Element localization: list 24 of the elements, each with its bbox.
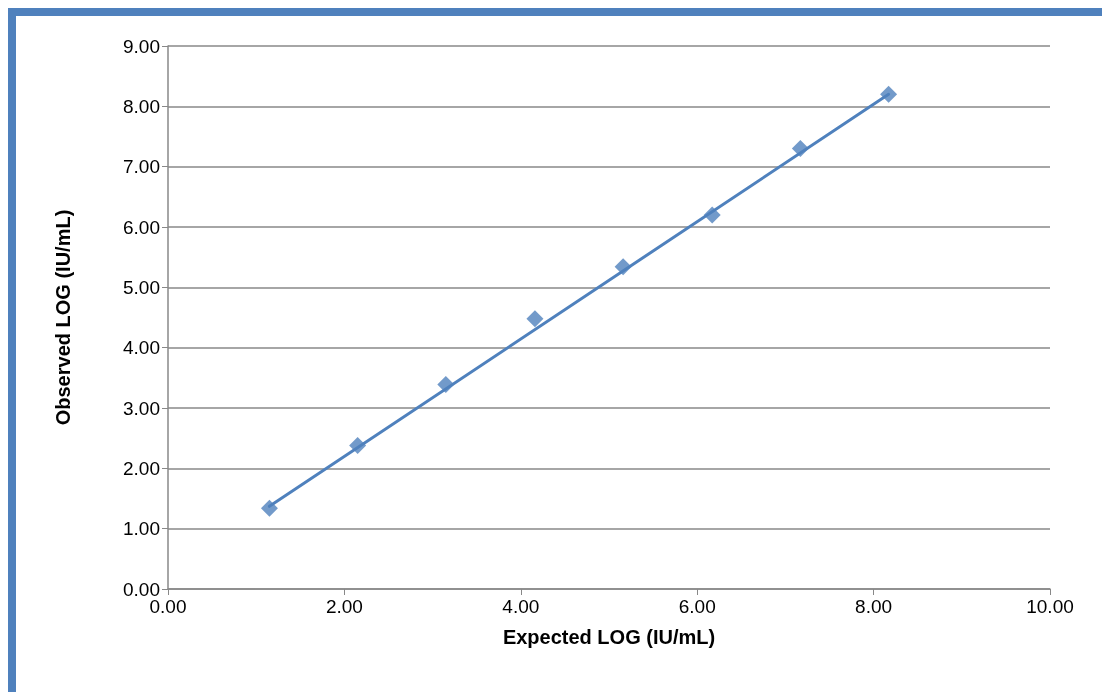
point: [614, 258, 632, 276]
x-axis-title: Expected LOG (IU/mL): [502, 626, 716, 648]
y-tick-label: 3.00: [123, 397, 160, 419]
x-tick-label: 8.00: [855, 596, 893, 617]
y-tick-label: 2.00: [123, 457, 160, 479]
x-tick-label: 4.00: [502, 596, 540, 617]
x-tick-label: 10.00: [1026, 596, 1074, 617]
point: [880, 85, 898, 103]
y-tick-label: 8.00: [123, 95, 160, 117]
y-tick-label: 5.00: [123, 276, 160, 298]
point: [437, 375, 455, 393]
point: [791, 140, 809, 158]
y-axis-title: Observed LOG (IU/mL): [52, 209, 74, 426]
y-tick-label: 9.00: [123, 35, 160, 57]
y-tick-label: 7.00: [123, 156, 160, 178]
y-tick-label: 4.00: [123, 337, 160, 359]
y-tick-label: 6.00: [123, 216, 160, 238]
x-tick-label: 2.00: [325, 596, 363, 617]
point: [703, 206, 721, 224]
point: [349, 436, 367, 454]
x-tick-label: 6.00: [678, 596, 716, 617]
point: [526, 310, 544, 328]
y-tick-label: 1.00: [123, 518, 160, 540]
point: [260, 499, 278, 517]
